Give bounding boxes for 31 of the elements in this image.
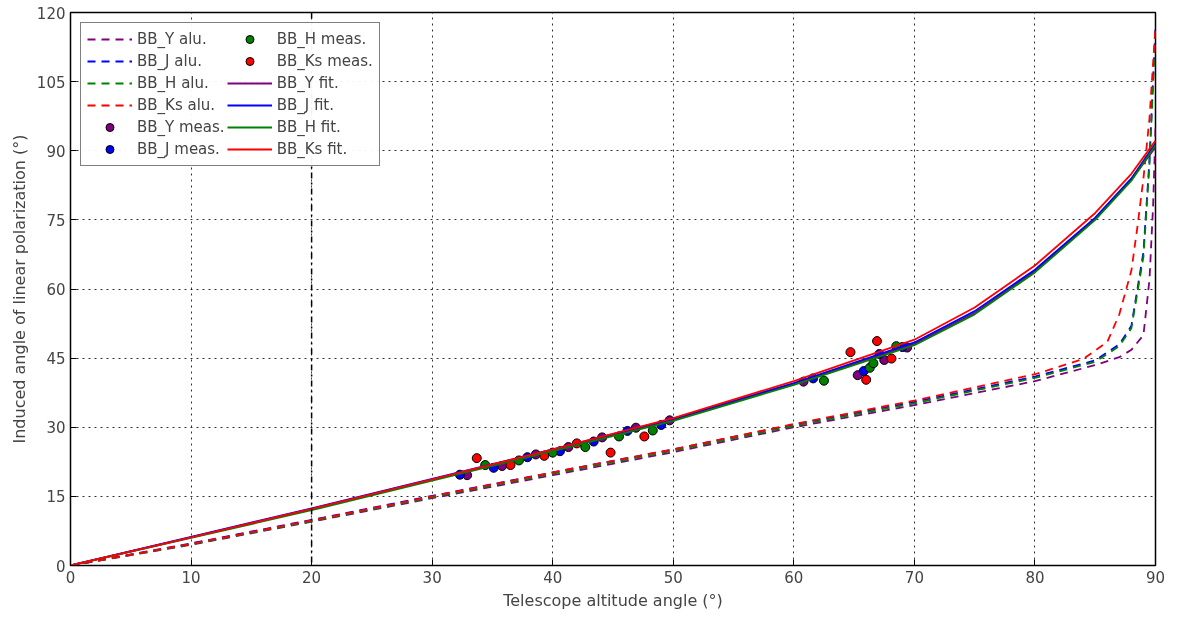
y-tick-label: 15 xyxy=(46,488,66,507)
legend-label: BB_H meas. xyxy=(276,30,367,48)
x-tick-label: 70 xyxy=(904,568,924,587)
y-tick-label: 90 xyxy=(46,142,66,161)
x-tick-label: 10 xyxy=(181,568,201,587)
y-tick-label: 60 xyxy=(46,281,66,299)
legend-label: BB_J alu. xyxy=(137,52,202,70)
legend-label: BB_Ks fit. xyxy=(276,140,348,158)
legend-label: BB_Y meas. xyxy=(137,118,225,136)
y-tick-label: 75 xyxy=(46,211,66,230)
legend-label: BB_J meas. xyxy=(137,140,220,158)
legend-label: BB_Ks meas. xyxy=(276,52,373,70)
legend-label: BB_Y fit. xyxy=(276,74,339,92)
y-tick-label: 120 xyxy=(36,4,66,23)
legend-label: BB_Y alu. xyxy=(137,30,207,48)
x-tick-label: 80 xyxy=(1025,568,1045,587)
legend-label: BB_H fit. xyxy=(276,118,341,136)
x-axis-title: Telescope altitude angle (°) xyxy=(502,590,723,610)
y-tick-label: 105 xyxy=(36,73,66,92)
x-tick-label: 20 xyxy=(302,568,322,587)
legend-label: BB_H alu. xyxy=(137,74,209,92)
x-tick-label: 40 xyxy=(543,568,563,587)
x-tick-label: 50 xyxy=(663,568,683,587)
x-tick-label: 30 xyxy=(422,568,442,587)
legend-label: BB_J fit. xyxy=(276,96,335,114)
y-axis-title: Induced angle of linear polarization (°) xyxy=(9,134,29,444)
legend-label: BB_Ks alu. xyxy=(137,96,216,114)
x-tick-label: 90 xyxy=(1145,568,1166,587)
y-tick-label: 30 xyxy=(46,419,66,438)
y-tick-label: 45 xyxy=(46,350,66,369)
x-tick-label: 60 xyxy=(784,568,804,587)
